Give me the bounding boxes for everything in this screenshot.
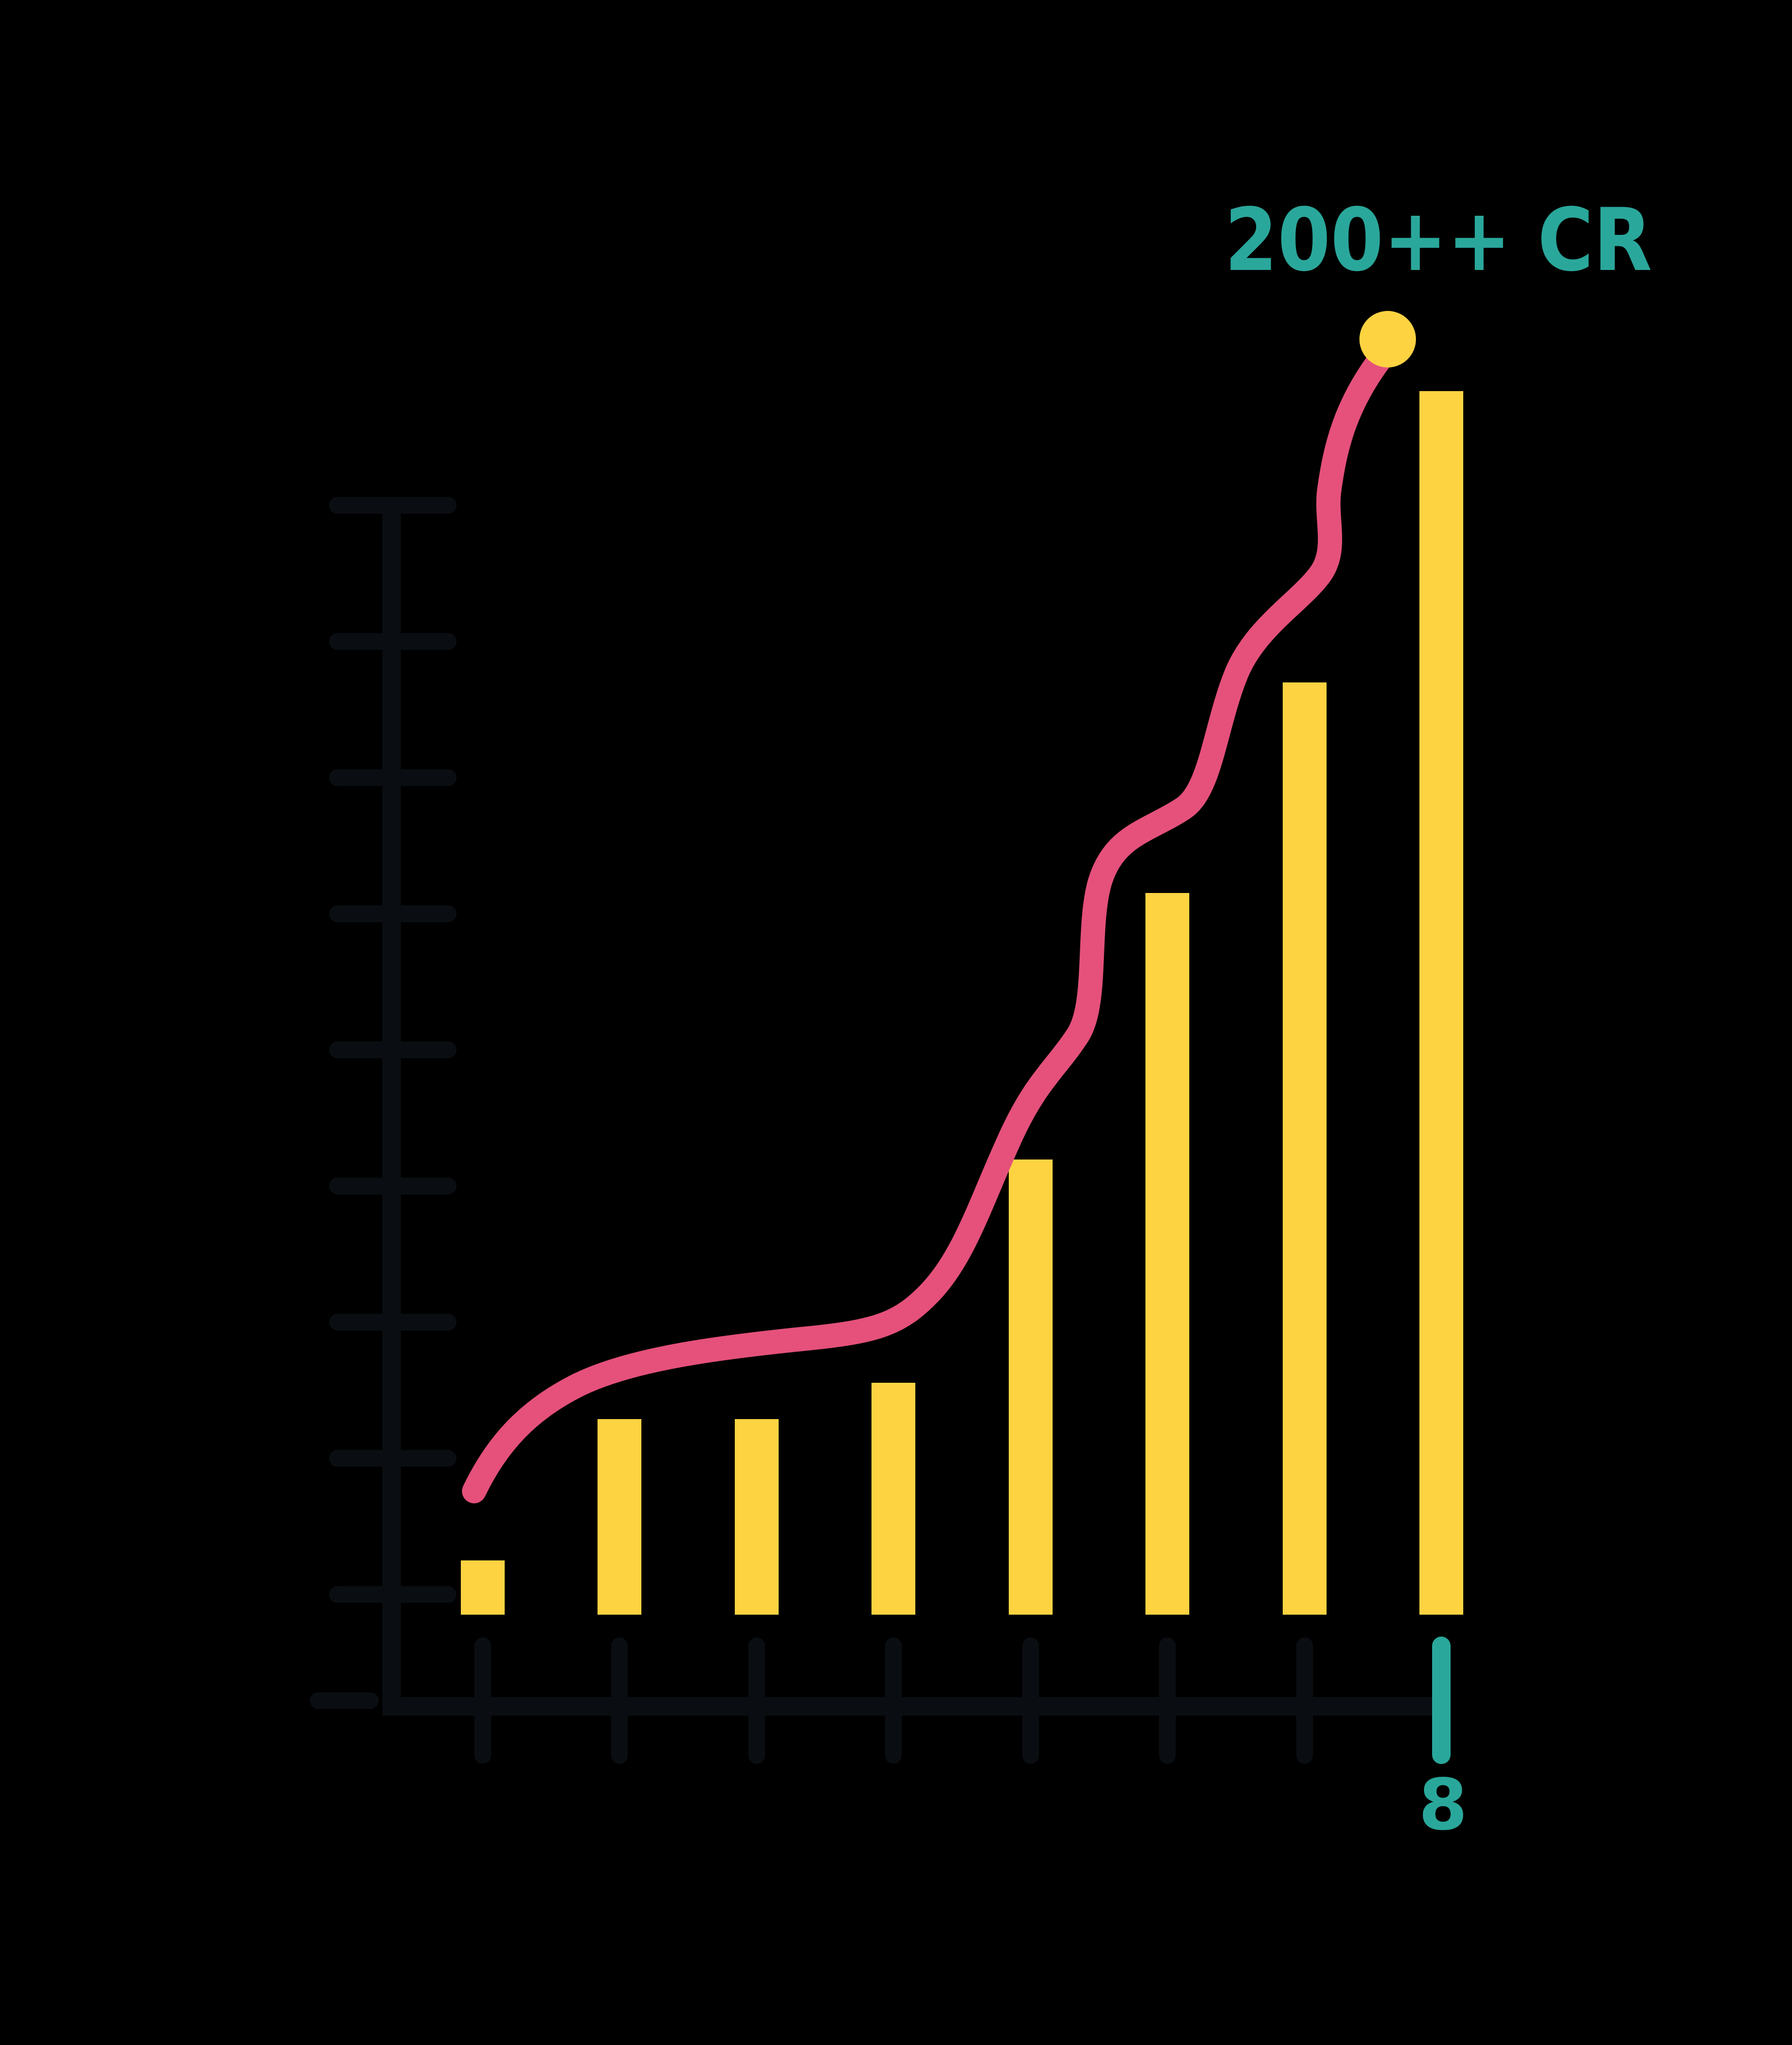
bar-8 [1419,391,1463,1615]
bar-5 [1009,1160,1053,1615]
trend-line-series [462,311,1416,1503]
axes [310,497,1451,1764]
bar-2 [598,1419,641,1615]
bar-7 [1283,682,1327,1615]
x-tick-label-8: 8 [1418,1764,1468,1846]
trend-line-end-dot [1359,311,1416,367]
trend-line-path [462,340,1397,1503]
bar-4 [871,1383,915,1615]
bar-series [461,391,1463,1615]
bar-6 [1145,893,1189,1615]
bar-3 [735,1419,779,1615]
peak-annotation: 200++ CR [1224,190,1652,291]
bar-1 [461,1560,505,1615]
